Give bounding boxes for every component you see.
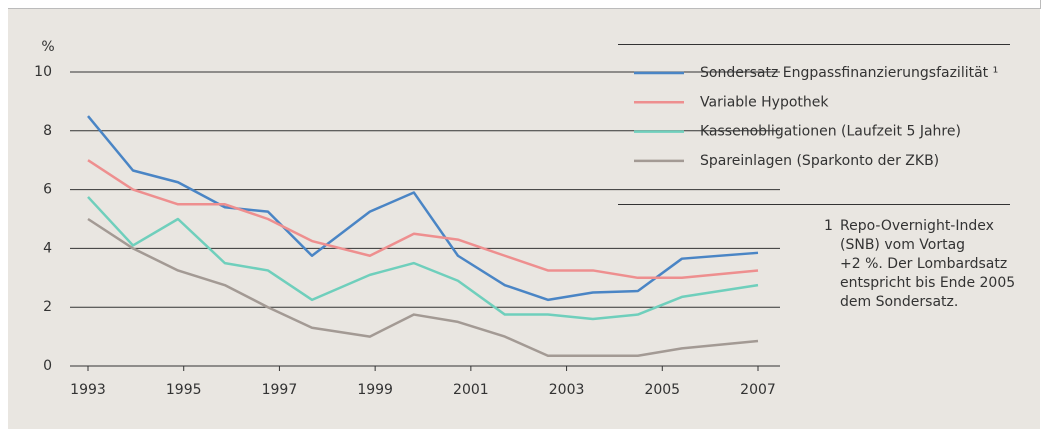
series-line: [87, 115, 759, 302]
footnote-line: Repo-Overnight-Index: [840, 218, 994, 234]
legend-label: Sondersatz Engpassfinanzierungsfazilität…: [700, 65, 998, 81]
y-tick-label: 2: [43, 299, 52, 315]
legend-label: Kassenobligationen (Laufzeit 5 Jahre): [700, 124, 961, 140]
x-tick-label: 1997: [262, 382, 298, 398]
series-line: [87, 159, 759, 280]
footnote-line: +2 %. Der Lombardsatz: [840, 256, 1007, 272]
x-tick-label: 2001: [453, 382, 489, 398]
y-tick-label: 8: [43, 123, 52, 139]
legend-label: Spareinlagen (Sparkonto der ZKB): [700, 153, 939, 169]
legend-label: Variable Hypothek: [700, 94, 829, 110]
footnote-line: entspricht bis Ende 2005: [840, 275, 1015, 291]
footnote-marker: 1: [824, 218, 833, 234]
footnote-line: dem Sondersatz.: [840, 294, 958, 310]
y-tick-label: 0: [43, 358, 52, 374]
series-line: [87, 217, 759, 357]
x-tick-label: 2003: [549, 382, 585, 398]
y-tick-label: 10: [34, 64, 52, 80]
x-tick-label: 1999: [357, 382, 393, 398]
panel: [8, 9, 1040, 429]
x-tick-label: 1993: [70, 382, 106, 398]
footnote-line: (SNB) vom Vortag: [840, 237, 965, 253]
y-axis-label: %: [41, 39, 54, 55]
x-tick-label: 2007: [740, 382, 776, 398]
legend: [618, 44, 1010, 205]
x-tick-label: 1995: [166, 382, 202, 398]
series-line: [87, 196, 759, 321]
y-tick-label: 6: [43, 182, 52, 198]
x-tick-label: 2005: [644, 382, 680, 398]
y-tick-label: 4: [43, 240, 52, 256]
